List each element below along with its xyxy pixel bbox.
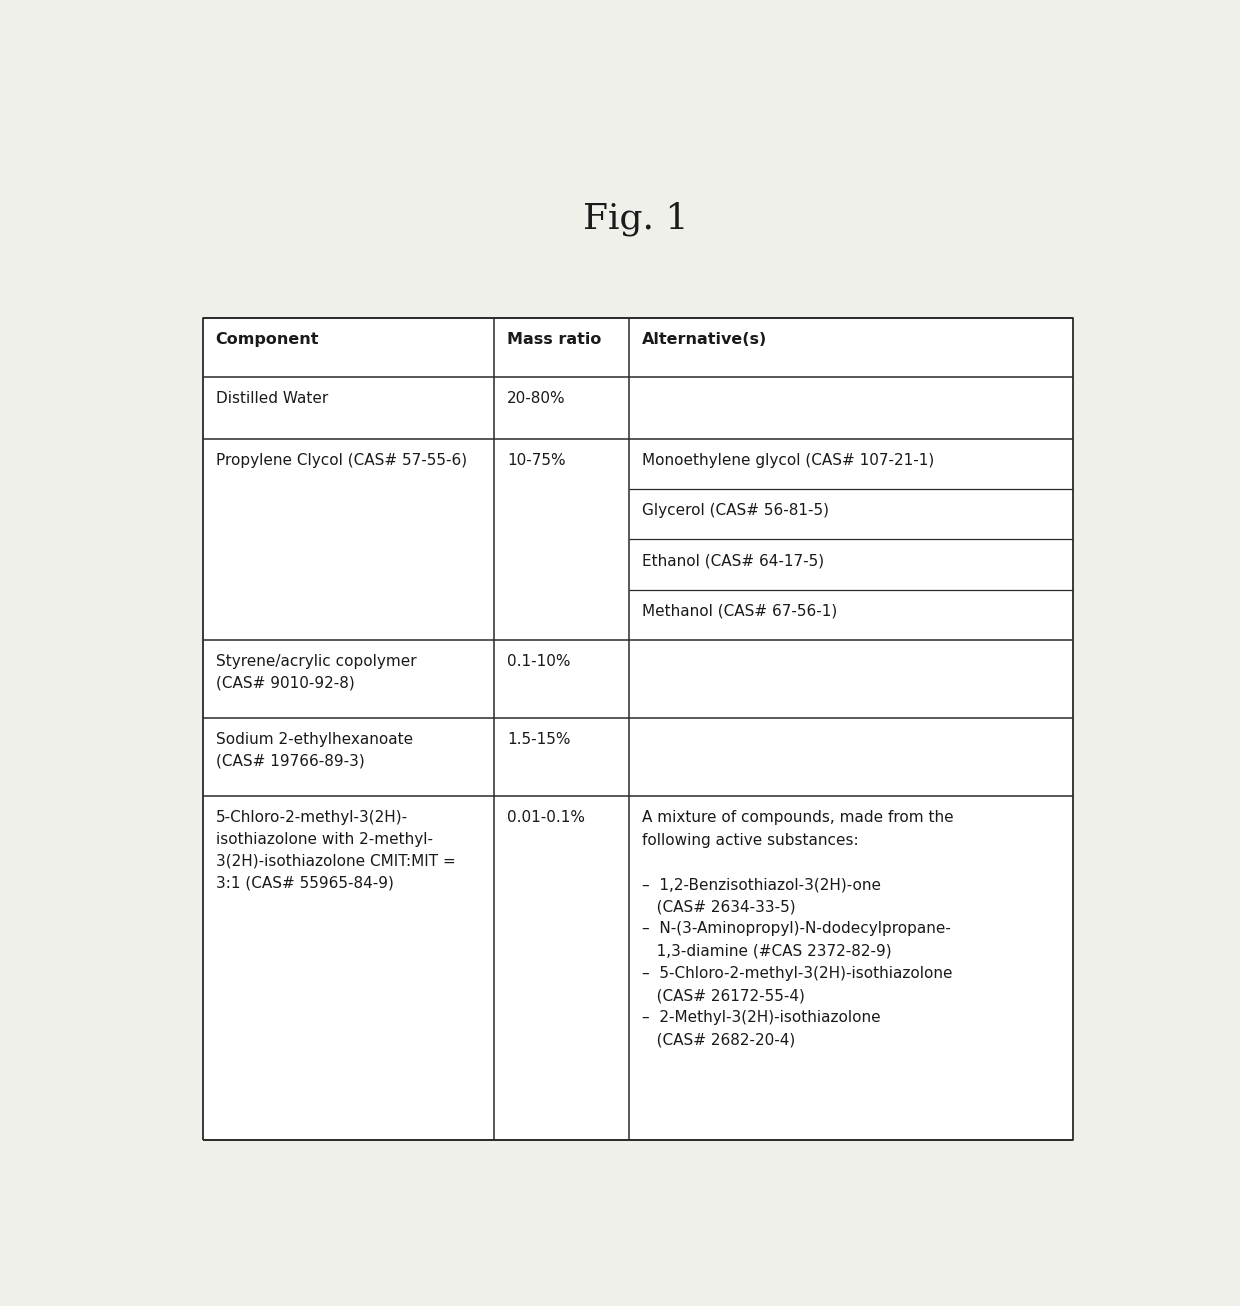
Text: Propylene Clycol (CAS# 57-55-6): Propylene Clycol (CAS# 57-55-6) [216,453,466,468]
Text: Alternative(s): Alternative(s) [641,332,768,346]
Text: 1.5-15%: 1.5-15% [507,733,570,747]
Text: Sodium 2-ethylhexanoate
(CAS# 19766-89-3): Sodium 2-ethylhexanoate (CAS# 19766-89-3… [216,733,413,769]
Text: Component: Component [216,332,319,346]
Text: Monoethylene glycol (CAS# 107-21-1): Monoethylene glycol (CAS# 107-21-1) [641,453,934,468]
Polygon shape [203,317,1073,1140]
Text: Methanol (CAS# 67-56-1): Methanol (CAS# 67-56-1) [641,603,837,619]
Text: Mass ratio: Mass ratio [507,332,601,346]
Text: Styrene/acrylic copolymer
(CAS# 9010-92-8): Styrene/acrylic copolymer (CAS# 9010-92-… [216,654,417,691]
Text: 0.01-0.1%: 0.01-0.1% [507,811,585,825]
Text: Ethanol (CAS# 64-17-5): Ethanol (CAS# 64-17-5) [641,554,823,568]
Text: A mixture of compounds, made from the
following active substances:

–  1,2-Benzi: A mixture of compounds, made from the fo… [641,811,954,1047]
Text: 10-75%: 10-75% [507,453,565,468]
Text: Fig. 1: Fig. 1 [583,202,688,236]
Text: 5-Chloro-2-methyl-3(2H)-
isothiazolone with 2-methyl-
3(2H)-isothiazolone CMIT:M: 5-Chloro-2-methyl-3(2H)- isothiazolone w… [216,811,455,891]
Text: Distilled Water: Distilled Water [216,390,327,406]
Text: 0.1-10%: 0.1-10% [507,654,570,669]
Text: 20-80%: 20-80% [507,390,565,406]
Text: Glycerol (CAS# 56-81-5): Glycerol (CAS# 56-81-5) [641,503,828,518]
